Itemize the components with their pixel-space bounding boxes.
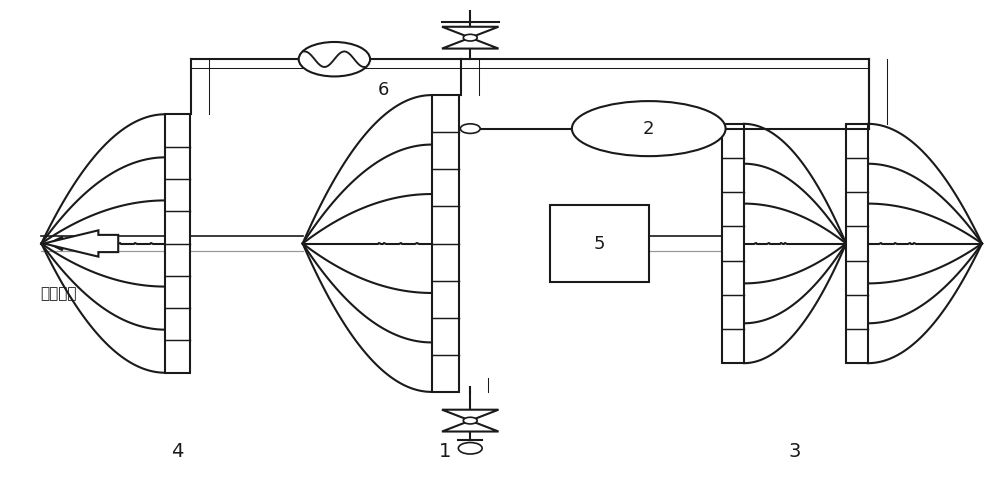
Polygon shape bbox=[442, 27, 499, 37]
Circle shape bbox=[460, 124, 480, 133]
Bar bbox=[165, 114, 190, 373]
Bar bbox=[432, 95, 459, 392]
Circle shape bbox=[299, 42, 370, 76]
Bar bbox=[550, 205, 649, 282]
Circle shape bbox=[463, 34, 477, 41]
Ellipse shape bbox=[572, 101, 726, 156]
Bar bbox=[722, 124, 744, 363]
Text: 5: 5 bbox=[593, 235, 605, 252]
Polygon shape bbox=[442, 410, 499, 421]
Text: 2: 2 bbox=[643, 120, 654, 138]
Text: 1: 1 bbox=[439, 442, 452, 461]
Circle shape bbox=[458, 443, 482, 454]
Polygon shape bbox=[442, 37, 499, 49]
Bar bbox=[846, 124, 868, 363]
Polygon shape bbox=[44, 230, 118, 257]
Text: 4: 4 bbox=[172, 442, 184, 461]
Text: 3: 3 bbox=[789, 442, 801, 461]
Polygon shape bbox=[442, 421, 499, 431]
Text: 6: 6 bbox=[378, 81, 389, 99]
Circle shape bbox=[463, 417, 477, 424]
Text: 冷却空气: 冷却空气 bbox=[40, 286, 77, 301]
